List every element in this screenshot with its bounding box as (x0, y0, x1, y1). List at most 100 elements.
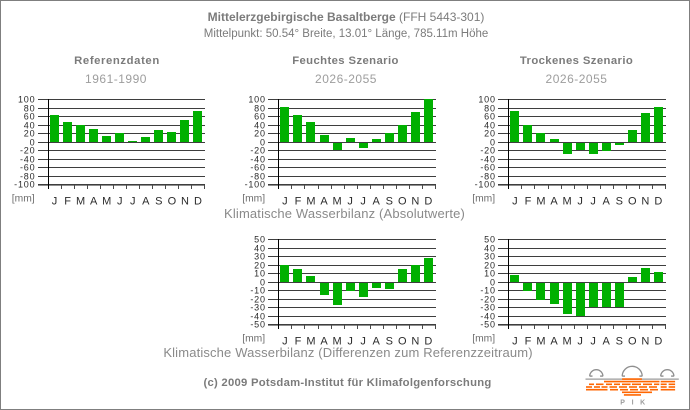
svg-text:50: 50 (254, 234, 266, 244)
svg-text:-60: -60 (19, 162, 34, 172)
svg-text:PIK: PIK (620, 399, 651, 406)
svg-text:-100: -100 (244, 179, 265, 189)
svg-text:20: 20 (254, 128, 266, 138)
svg-text:J: J (360, 335, 366, 347)
svg-text:A: A (550, 335, 558, 347)
svg-text:O: O (398, 195, 407, 207)
svg-text:-40: -40 (250, 154, 265, 164)
svg-text:20: 20 (484, 260, 496, 270)
svg-text:J: J (590, 335, 596, 347)
svg-text:80: 80 (484, 103, 496, 113)
svg-text:-10: -10 (480, 285, 495, 295)
svg-text:M: M (306, 195, 315, 207)
svg-text:J: J (116, 195, 122, 207)
svg-text:20: 20 (484, 128, 496, 138)
svg-text:100: 100 (478, 94, 495, 104)
svg-text:N: N (411, 195, 419, 207)
svg-text:J: J (590, 195, 596, 207)
svg-text:M: M (536, 335, 545, 347)
svg-text:-60: -60 (250, 162, 265, 172)
svg-text:-20: -20 (250, 294, 265, 304)
svg-text:0: 0 (489, 137, 495, 147)
svg-text:40: 40 (484, 120, 496, 130)
svg-text:J: J (347, 195, 353, 207)
svg-text:40: 40 (254, 120, 266, 130)
svg-text:M: M (76, 195, 85, 207)
svg-text:A: A (372, 335, 380, 347)
svg-text:-40: -40 (480, 154, 495, 164)
svg-text:J: J (577, 195, 583, 207)
svg-text:-100: -100 (474, 179, 495, 189)
svg-text:-40: -40 (19, 154, 34, 164)
svg-text:30: 30 (484, 251, 496, 261)
svg-text:80: 80 (23, 103, 35, 113)
svg-text:-30: -30 (480, 302, 495, 312)
svg-text:80: 80 (254, 103, 266, 113)
svg-text:A: A (372, 195, 380, 207)
svg-text:[mm]: [mm] (472, 193, 495, 204)
svg-text:D: D (424, 195, 432, 207)
svg-text:F: F (524, 195, 531, 207)
svg-text:J: J (282, 195, 288, 207)
svg-text:N: N (411, 335, 419, 347)
svg-text:-30: -30 (250, 302, 265, 312)
svg-text:F: F (294, 335, 301, 347)
svg-text:-20: -20 (480, 294, 495, 304)
svg-text:-40: -40 (250, 311, 265, 321)
svg-text:-40: -40 (480, 311, 495, 321)
svg-text:-50: -50 (250, 319, 265, 329)
svg-text:J: J (347, 335, 353, 347)
svg-text:M: M (306, 335, 315, 347)
svg-text:S: S (385, 335, 392, 347)
svg-text:S: S (385, 195, 392, 207)
svg-text:20: 20 (23, 128, 35, 138)
svg-text:M: M (332, 195, 341, 207)
svg-text:-20: -20 (19, 145, 34, 155)
svg-text:M: M (536, 195, 545, 207)
svg-text:J: J (282, 335, 288, 347)
svg-text:D: D (654, 195, 662, 207)
svg-text:60: 60 (254, 111, 266, 121)
svg-text:J: J (577, 335, 583, 347)
svg-text:A: A (602, 195, 610, 207)
svg-text:O: O (398, 335, 407, 347)
svg-text:0: 0 (489, 277, 495, 287)
svg-text:N: N (180, 195, 188, 207)
svg-text:D: D (654, 335, 662, 347)
svg-text:F: F (524, 335, 531, 347)
svg-text:A: A (550, 195, 558, 207)
svg-text:F: F (64, 195, 71, 207)
svg-text:D: D (424, 335, 432, 347)
svg-text:-60: -60 (480, 162, 495, 172)
svg-text:-80: -80 (19, 171, 34, 181)
svg-text:M: M (102, 195, 111, 207)
svg-text:J: J (360, 195, 366, 207)
svg-text:D: D (194, 195, 202, 207)
svg-text:[mm]: [mm] (11, 193, 34, 204)
svg-text:40: 40 (484, 243, 496, 253)
svg-text:0: 0 (259, 277, 265, 287)
svg-text:S: S (155, 195, 162, 207)
svg-text:60: 60 (23, 111, 35, 121)
svg-text:A: A (142, 195, 150, 207)
svg-text:-80: -80 (250, 171, 265, 181)
svg-text:M: M (562, 335, 571, 347)
svg-text:-100: -100 (14, 179, 35, 189)
svg-text:S: S (615, 195, 622, 207)
svg-text:O: O (628, 195, 637, 207)
svg-text:[mm]: [mm] (472, 333, 495, 344)
svg-text:100: 100 (17, 94, 34, 104)
svg-text:J: J (51, 195, 57, 207)
svg-text:[mm]: [mm] (242, 333, 265, 344)
svg-text:M: M (332, 335, 341, 347)
svg-text:O: O (628, 335, 637, 347)
svg-text:40: 40 (254, 243, 266, 253)
svg-text:-10: -10 (250, 285, 265, 295)
svg-text:-20: -20 (480, 145, 495, 155)
svg-text:A: A (602, 335, 610, 347)
svg-text:J: J (512, 195, 518, 207)
svg-text:O: O (167, 195, 176, 207)
svg-text:10: 10 (484, 268, 496, 278)
svg-text:-20: -20 (250, 145, 265, 155)
svg-text:10: 10 (254, 268, 266, 278)
